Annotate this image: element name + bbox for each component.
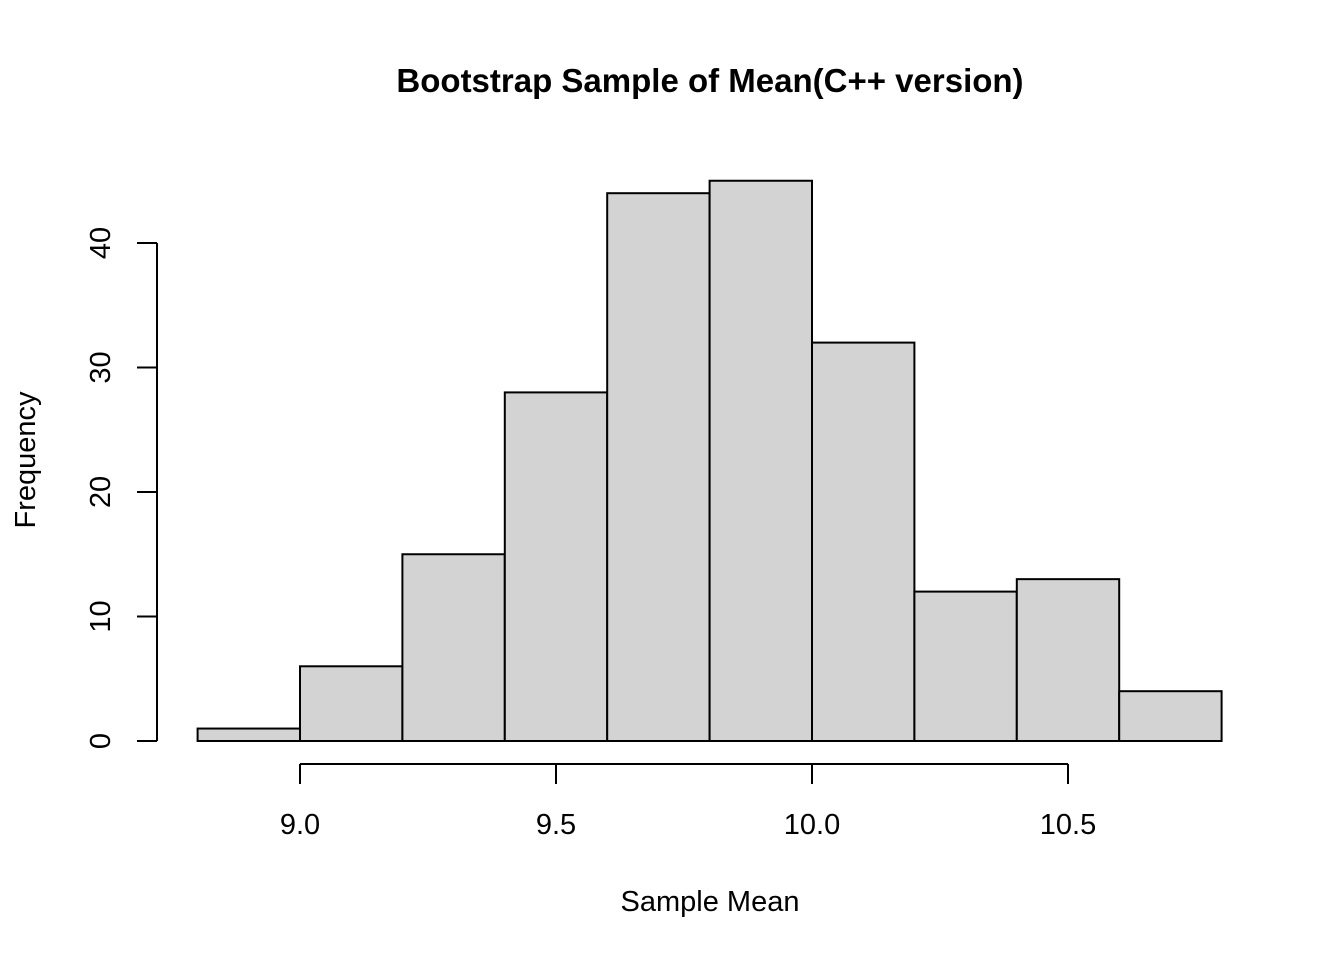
histogram-bars — [196, 179, 1223, 743]
chart-title: Bootstrap Sample of Mean(C++ version) — [396, 62, 1023, 99]
x-tick-label: 9.0 — [280, 809, 320, 841]
y-axis: 0 10 20 30 40 — [85, 227, 158, 749]
histogram-bar — [1015, 578, 1121, 743]
histogram-bar — [299, 665, 404, 742]
x-axis: 9.0 9.5 10.0 10.5 — [280, 763, 1096, 841]
y-tick-label: 40 — [85, 227, 117, 259]
x-tick-label: 10.5 — [1040, 809, 1096, 841]
y-tick-label: 10 — [85, 600, 117, 632]
histogram-bar — [196, 727, 302, 742]
y-tick-label: 20 — [85, 476, 117, 508]
histogram-bar — [401, 553, 506, 742]
histogram-bar — [1118, 690, 1223, 743]
y-axis-label: Frequency — [10, 391, 42, 529]
x-axis-label: Sample Mean — [621, 886, 800, 918]
x-tick-label: 9.5 — [536, 809, 576, 841]
histogram-bar — [913, 590, 1018, 742]
histogram-bar — [811, 341, 916, 742]
histogram-bar — [708, 179, 813, 742]
histogram-bar — [606, 192, 711, 742]
x-tick-label: 10.0 — [784, 809, 840, 841]
y-tick-label: 30 — [85, 351, 117, 383]
histogram-bar — [503, 391, 609, 742]
y-tick-label: 0 — [85, 733, 117, 749]
